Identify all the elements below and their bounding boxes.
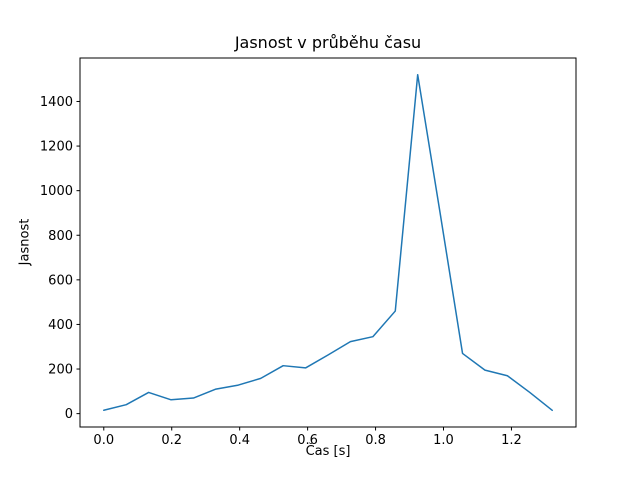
chart-title: Jasnost v průběhu času (234, 33, 422, 52)
x-tick-label: 1.0 (433, 433, 454, 448)
x-tick-label: 1.2 (501, 433, 522, 448)
x-tick-label: 0.8 (365, 433, 386, 448)
x-tick-label: 0.2 (161, 433, 182, 448)
y-tick-label: 200 (48, 363, 73, 378)
axes-frame (79, 57, 577, 428)
x-tick-label: 0.4 (229, 433, 250, 448)
data-line (103, 73, 553, 412)
y-tick-label: 1200 (40, 140, 73, 155)
y-axis-label: Jasnost (17, 218, 33, 266)
x-axis-label: Čas [s] (305, 444, 351, 459)
y-tick-label: 1400 (40, 95, 73, 110)
y-tick-label: 600 (48, 273, 73, 288)
y-tick-label: 800 (48, 229, 73, 244)
x-tick-label: 0.0 (93, 433, 114, 448)
y-tick-label: 0 (65, 407, 73, 422)
y-tick-label: 1000 (40, 184, 73, 199)
x-tick-label: 0.6 (297, 433, 318, 448)
y-tick-label: 400 (48, 318, 73, 333)
